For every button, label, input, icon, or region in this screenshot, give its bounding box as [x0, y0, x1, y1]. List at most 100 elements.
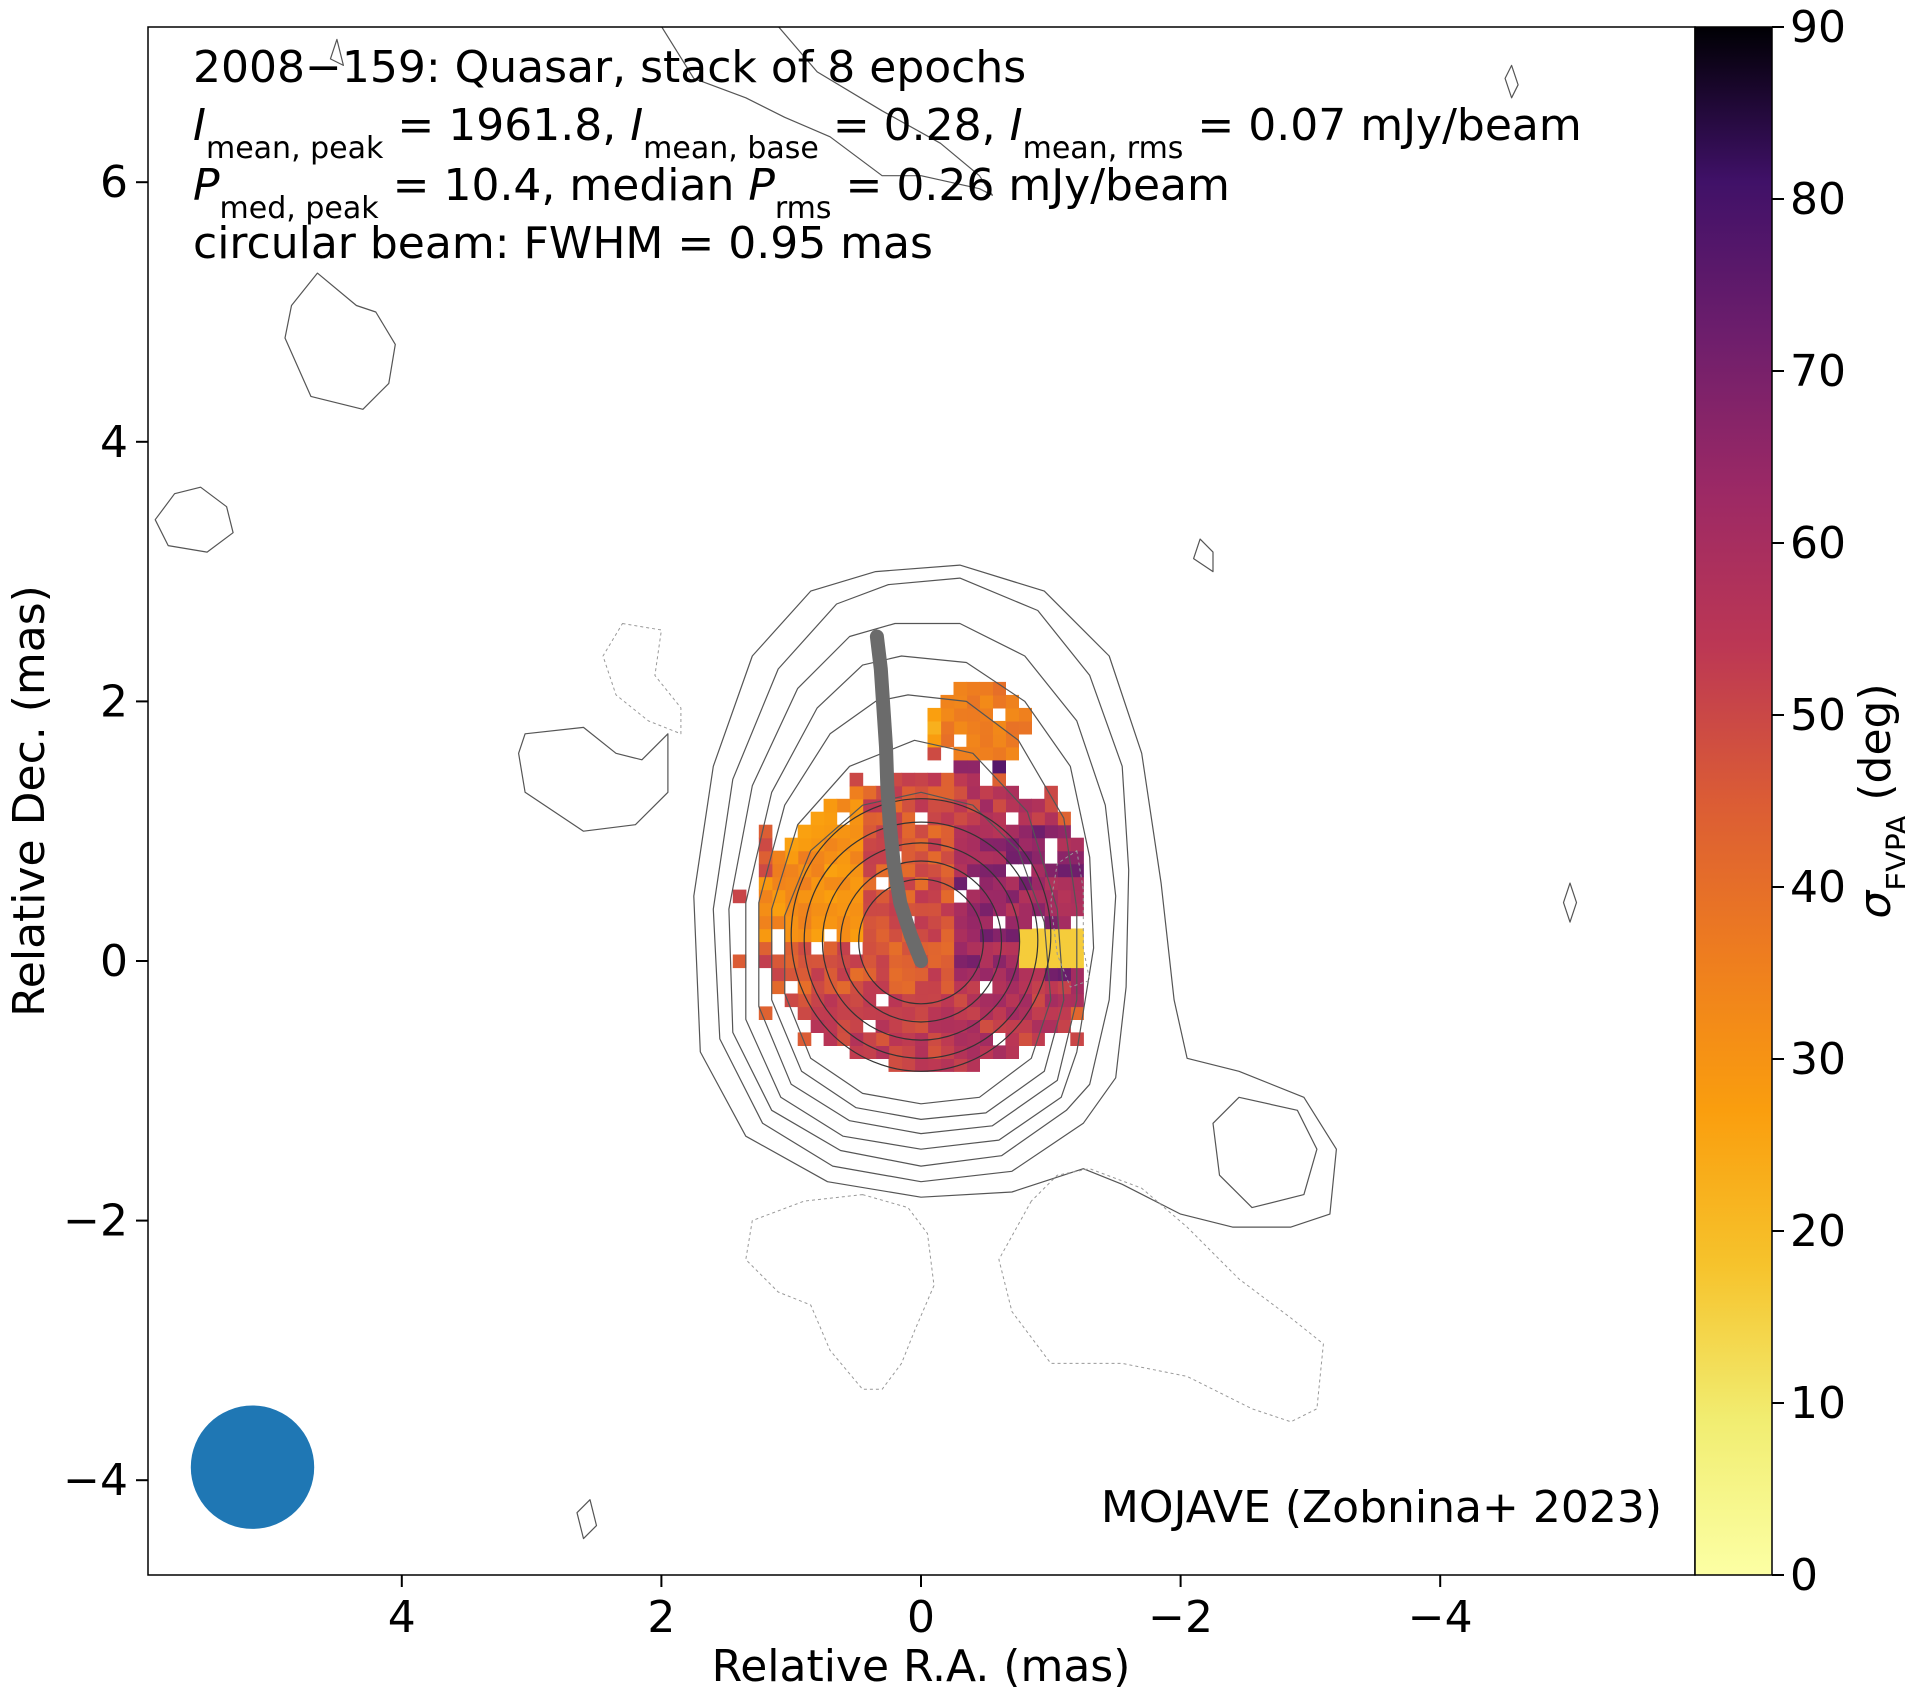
- evpa-pixel: [862, 993, 877, 1008]
- evpa-pixel: [1018, 720, 1032, 735]
- evpa-pixel: [979, 954, 993, 969]
- y-tick-label: 2: [100, 676, 128, 727]
- evpa-pixel: [1044, 941, 1058, 956]
- evpa-pixel: [966, 967, 980, 982]
- evpa-pixel: [966, 707, 980, 722]
- evpa-pixel: [875, 1032, 890, 1046]
- evpa-pixel: [888, 967, 903, 982]
- evpa-pixel: [914, 837, 929, 852]
- evpa-pixel: [992, 772, 1006, 787]
- evpa-pixel: [940, 694, 955, 709]
- intensity-contours: [154, 27, 1578, 1540]
- evpa-pixel: [940, 850, 955, 865]
- evpa-pixel: [966, 1006, 980, 1020]
- evpa-pixel: [979, 902, 993, 917]
- evpa-pixel: [940, 889, 955, 904]
- evpa-pixel: [992, 889, 1006, 904]
- evpa-pixel: [953, 863, 968, 878]
- evpa-pixel: [966, 733, 980, 748]
- evpa-pixel: [953, 1045, 968, 1059]
- evpa-pixel: [914, 967, 929, 982]
- evpa-pixel: [1018, 798, 1032, 813]
- evpa-pixel: [953, 1032, 968, 1046]
- evpa-pixel: [849, 837, 864, 852]
- intensity-contour: [154, 486, 234, 553]
- evpa-pixel: [953, 993, 968, 1008]
- evpa-pixel: [914, 772, 929, 787]
- intensity-contour: [329, 38, 344, 67]
- evpa-pixel: [862, 889, 877, 904]
- evpa-pixel: [1031, 993, 1045, 1008]
- evpa-pixel: [940, 1019, 955, 1033]
- evpa-pixel: [888, 954, 903, 969]
- evpa-pixel: [953, 811, 968, 826]
- evpa-pixel: [940, 824, 955, 839]
- evpa-pixel: [1031, 863, 1045, 878]
- y-tick-label: 0: [100, 936, 128, 987]
- evpa-pixel: [953, 980, 968, 995]
- evpa-pixel: [927, 967, 942, 982]
- evpa-pixel: [1005, 746, 1019, 761]
- evpa-pixel: [940, 1032, 955, 1046]
- evpa-pixel: [823, 1032, 838, 1046]
- evpa-pixel: [862, 941, 877, 956]
- evpa-pixel: [953, 850, 968, 865]
- evpa-pixel: [966, 759, 980, 774]
- evpa-pixel: [862, 928, 877, 943]
- evpa-pixel: [888, 1019, 903, 1033]
- evpa-pixel: [979, 746, 993, 761]
- evpa-pixel: [914, 1045, 929, 1059]
- negative-contour: [1050, 850, 1091, 988]
- evpa-pixel: [927, 941, 942, 956]
- evpa-pixel: [1044, 954, 1058, 969]
- evpa-pixel: [914, 1058, 929, 1072]
- negative-contour: [998, 1168, 1324, 1423]
- colorbar-tick-label: 10: [1790, 1378, 1846, 1429]
- evpa-pixel: [1018, 980, 1032, 995]
- evpa-pixel: [810, 824, 825, 839]
- evpa-pixel: [966, 694, 980, 709]
- evpa-pixel: [914, 889, 929, 904]
- evpa-pixel: [862, 1045, 877, 1059]
- intensity-contour: [1192, 538, 1214, 573]
- evpa-pixel: [966, 681, 980, 696]
- evpa-pixel: [758, 876, 773, 891]
- evpa-pixel: [927, 1045, 942, 1059]
- evpa-pixel: [823, 1019, 838, 1033]
- intensity-contour: [758, 694, 1078, 1135]
- evpa-pixel: [953, 824, 968, 839]
- evpa-pixel: [914, 1006, 929, 1020]
- evpa-pixel: [966, 915, 980, 930]
- evpa-pixel: [810, 954, 825, 969]
- evpa-pixel: [771, 850, 786, 865]
- evpa-pixel: [836, 902, 851, 917]
- evpa-pixel: [823, 980, 838, 995]
- evpa-pixel: [732, 889, 747, 904]
- evpa-pixel: [992, 759, 1006, 774]
- evpa-pixel: [901, 863, 916, 878]
- evpa-pixel: [836, 1019, 851, 1033]
- evpa-pixel: [901, 1045, 916, 1059]
- evpa-pixel: [1005, 954, 1019, 969]
- evpa-pixel: [966, 902, 980, 917]
- evpa-pixel: [875, 915, 890, 930]
- evpa-pixel: [1005, 915, 1019, 930]
- evpa-pixel: [992, 785, 1006, 800]
- annotation-line: Pmed, peak = 10.4, median Prms = 0.26 mJ…: [193, 160, 1230, 226]
- evpa-pixel-layer: [732, 681, 1084, 1072]
- y-tick-label: −2: [63, 1196, 128, 1247]
- intensity-contour: [576, 1499, 598, 1540]
- evpa-pixel: [940, 811, 955, 826]
- evpa-pixel: [823, 811, 838, 826]
- evpa-pixel: [771, 915, 786, 930]
- evpa-pixel: [836, 967, 851, 982]
- evpa-pixel: [784, 876, 799, 891]
- evpa-pixel: [862, 876, 877, 891]
- evpa-pixel: [979, 837, 993, 852]
- evpa-pixel: [927, 1058, 942, 1072]
- evpa-pixel: [849, 863, 864, 878]
- core-contour: [858, 878, 984, 1005]
- evpa-pixel: [1057, 928, 1071, 943]
- evpa-pixel: [953, 941, 968, 956]
- evpa-pixel: [992, 928, 1006, 943]
